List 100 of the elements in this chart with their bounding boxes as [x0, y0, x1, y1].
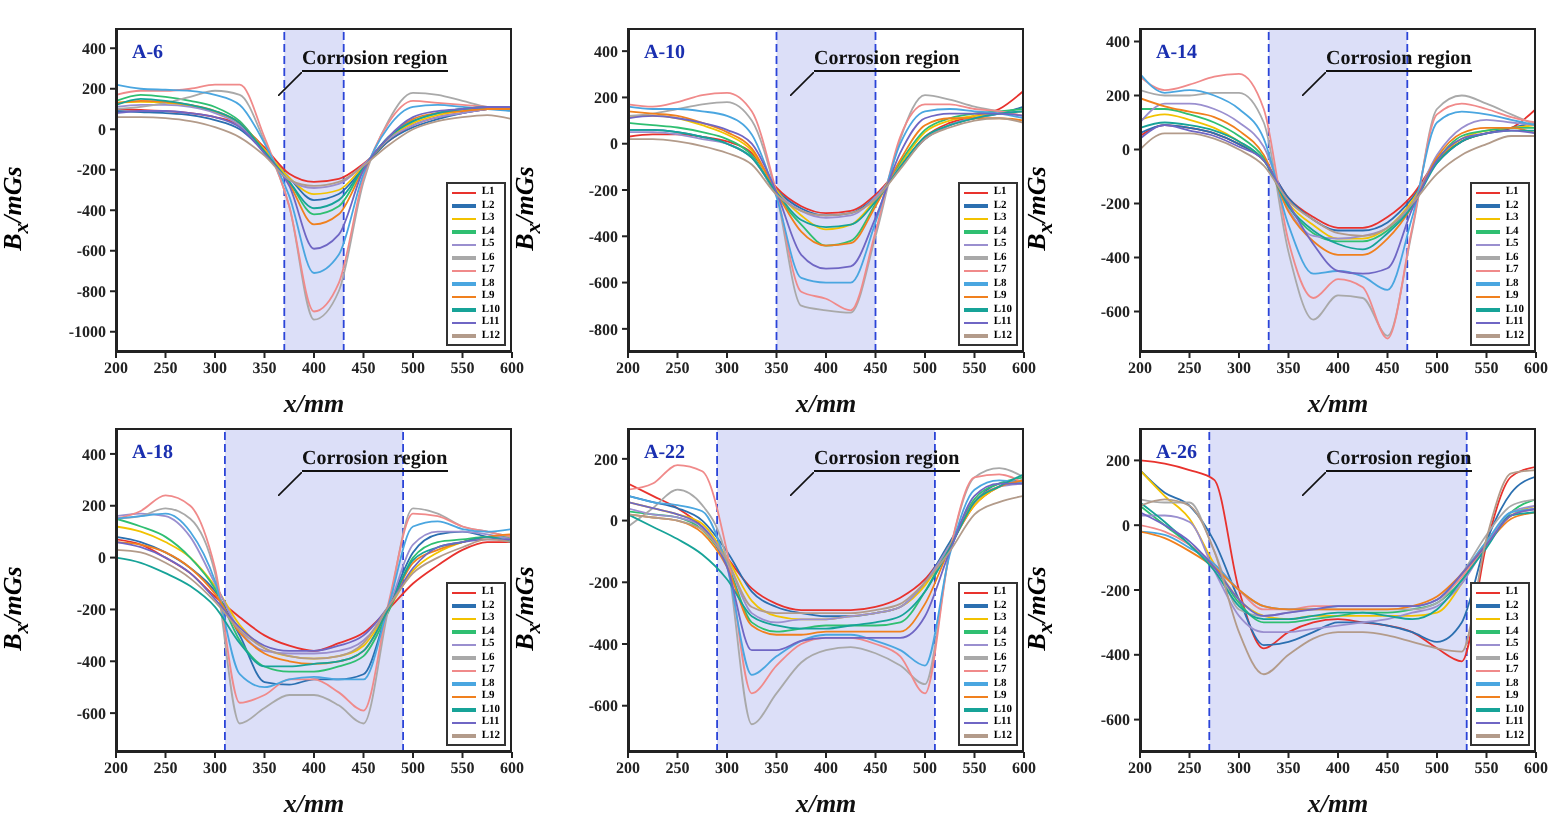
- y-tick-label: 200: [594, 450, 618, 469]
- annotation: Corrosion region: [302, 48, 448, 72]
- x-tick-label: 350: [1276, 359, 1301, 378]
- x-tick-label: 600: [1524, 759, 1548, 778]
- x-tick-label: 550: [962, 759, 987, 778]
- text: A-26: [1156, 442, 1198, 464]
- x-tick-label: 500: [401, 359, 425, 378]
- x-tick-label: 250: [665, 759, 690, 778]
- y-tick-label: 0: [98, 120, 106, 139]
- x-axis-title: x/mm: [1305, 788, 1369, 816]
- x-tick-label: 550: [450, 359, 475, 378]
- y-tick-label: -200: [588, 181, 618, 200]
- x-tick-label: 250: [153, 759, 178, 778]
- text: A-22: [644, 442, 686, 464]
- x-tick-label: 550: [962, 359, 987, 378]
- y-tick-label: 400: [1106, 33, 1130, 52]
- x-tick-label: 400: [1326, 359, 1350, 378]
- y-tick-label: -400: [1100, 249, 1130, 268]
- y-tick-label: -800: [76, 282, 106, 301]
- x-tick-label: 400: [1326, 759, 1350, 778]
- x-tick-label: 350: [764, 759, 789, 778]
- y-tick-label: -200: [588, 573, 618, 592]
- y-tick-label: -1000: [68, 323, 106, 342]
- text: A-6: [132, 42, 164, 64]
- text: A-18: [132, 442, 174, 464]
- x-tick-label: 450: [1375, 759, 1400, 778]
- annotation: Corrosion region: [302, 448, 448, 472]
- x-axis-title: x/mm: [281, 388, 345, 418]
- y-tick-label: -600: [76, 242, 106, 261]
- y-tick-label: -600: [1100, 711, 1130, 730]
- x-tick-label: 400: [814, 759, 838, 778]
- y-tick-label: 0: [610, 135, 618, 154]
- y-tick-label: 200: [1106, 452, 1130, 471]
- x-tick-label: 250: [153, 359, 178, 378]
- x-tick-label: 250: [665, 359, 690, 378]
- x-tick-label: 550: [1474, 359, 1499, 378]
- y-tick-label: 200: [594, 89, 618, 108]
- x-tick-label: 600: [1012, 759, 1036, 778]
- x-tick-label: 600: [1524, 359, 1548, 378]
- y-tick-label: 400: [594, 42, 618, 61]
- y-tick-label: -400: [76, 652, 106, 671]
- x-tick-label: 300: [203, 759, 227, 778]
- y-tick-label: -400: [1100, 646, 1130, 665]
- text: A-14: [1156, 42, 1198, 64]
- y-tick-label: -600: [76, 704, 106, 723]
- x-tick-label: 300: [1227, 759, 1251, 778]
- y-tick-label: -600: [588, 697, 618, 716]
- x-tick-label: 600: [500, 759, 524, 778]
- y-tick-label: -800: [588, 320, 618, 339]
- text: A-10: [644, 42, 686, 64]
- x-tick-label: 400: [814, 359, 838, 378]
- y-tick-label: 200: [82, 80, 106, 99]
- x-tick-label: 350: [764, 359, 789, 378]
- x-tick-label: 300: [715, 359, 739, 378]
- y-tick-label: 400: [82, 39, 106, 58]
- y-tick-label: -200: [1100, 581, 1130, 600]
- x-tick-label: 450: [1375, 359, 1400, 378]
- y-tick-label: 200: [82, 497, 106, 516]
- x-tick-label: 250: [1177, 759, 1202, 778]
- y-tick-label: 0: [1122, 516, 1130, 535]
- x-tick-label: 600: [1012, 359, 1036, 378]
- x-tick-label: 500: [1425, 359, 1449, 378]
- y-tick-label: 400: [82, 445, 106, 464]
- x-tick-label: 400: [302, 359, 326, 378]
- x-tick-label: 500: [1425, 759, 1449, 778]
- x-tick-label: 550: [1474, 759, 1499, 778]
- x-tick-label: 400: [302, 759, 326, 778]
- annotation: Corrosion region: [1326, 448, 1472, 472]
- x-tick-label: 600: [500, 359, 524, 378]
- y-tick-label: -600: [588, 274, 618, 293]
- x-tick-label: 300: [1227, 359, 1251, 378]
- x-tick-label: 450: [863, 359, 888, 378]
- x-tick-label: 350: [252, 759, 277, 778]
- y-tick-label: -600: [1100, 303, 1130, 322]
- x-tick-label: 500: [401, 759, 425, 778]
- y-tick-label: 0: [98, 549, 106, 568]
- annotation: Corrosion region: [814, 48, 960, 72]
- x-tick-label: 250: [1177, 359, 1202, 378]
- y-tick-label: -200: [1100, 195, 1130, 214]
- x-tick-label: 350: [252, 359, 277, 378]
- x-axis-title: x/mm: [793, 388, 857, 418]
- x-tick-label: 450: [351, 359, 376, 378]
- x-axis-title: x/mm: [793, 788, 857, 816]
- y-tick-label: -400: [76, 201, 106, 220]
- x-tick-label: 300: [715, 759, 739, 778]
- x-tick-label: 450: [351, 759, 376, 778]
- x-tick-label: 500: [913, 359, 937, 378]
- y-tick-label: 200: [1106, 87, 1130, 106]
- x-tick-label: 450: [863, 759, 888, 778]
- y-tick-label: -400: [588, 227, 618, 246]
- x-axis-title: x/mm: [1305, 388, 1369, 418]
- annotation: Corrosion region: [814, 448, 960, 472]
- annotation: Corrosion region: [1326, 48, 1472, 72]
- x-tick-label: 550: [450, 759, 475, 778]
- y-tick-label: 0: [1122, 141, 1130, 160]
- x-axis-title: x/mm: [281, 788, 345, 816]
- x-tick-label: 300: [203, 359, 227, 378]
- x-tick-label: 500: [913, 759, 937, 778]
- y-tick-label: -200: [76, 161, 106, 180]
- y-tick-label: -400: [588, 635, 618, 654]
